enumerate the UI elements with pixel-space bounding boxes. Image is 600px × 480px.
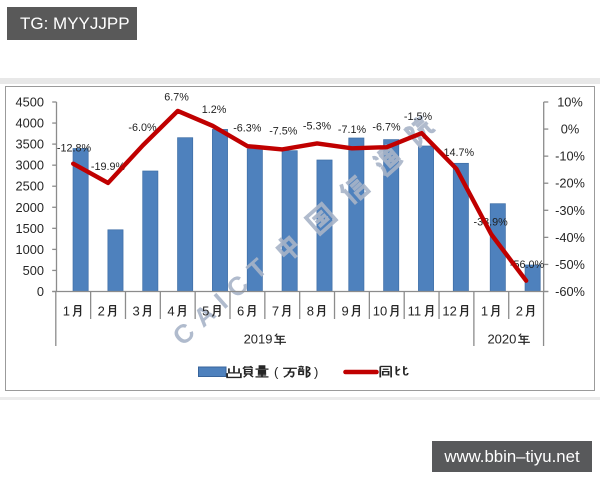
svg-text:0: 0 [37,284,44,299]
svg-text:-38.9%: -38.9% [473,216,508,228]
svg-text:): ) [314,364,318,379]
svg-text:0%: 0% [561,122,580,137]
svg-text:1.2%: 1.2% [202,104,227,116]
svg-text:-12.8%: -12.8% [57,142,92,154]
svg-text:12: 12 [442,304,456,319]
svg-text:6: 6 [237,304,244,319]
svg-text:10%: 10% [557,95,583,110]
svg-text:14.7%: 14.7% [443,147,474,159]
svg-text:3: 3 [132,304,139,319]
svg-text:-19.9%: -19.9% [91,161,126,173]
svg-text:8: 8 [307,304,314,319]
svg-text:-1.5%: -1.5% [404,111,433,123]
svg-text:-7.1%: -7.1% [338,124,367,136]
svg-text:4500: 4500 [16,95,44,110]
svg-text:2: 2 [98,304,105,319]
svg-text:1000: 1000 [16,242,44,257]
svg-text:-40%: -40% [555,230,585,245]
svg-text:-6.0%: -6.0% [128,122,157,134]
svg-text:2000: 2000 [16,200,44,215]
svg-text:4000: 4000 [16,116,44,131]
svg-text:4: 4 [167,304,174,319]
svg-text:-20%: -20% [555,176,585,191]
svg-text:(: ( [274,364,279,379]
svg-text:-5.3%: -5.3% [303,121,332,133]
svg-text:9: 9 [342,304,349,319]
svg-text:3500: 3500 [16,137,44,152]
svg-text:1500: 1500 [16,221,44,236]
svg-text:500: 500 [23,263,44,278]
svg-text:-6.3%: -6.3% [233,122,262,134]
svg-text:1: 1 [63,304,70,319]
svg-text:2019: 2019 [244,332,273,347]
svg-text:5: 5 [202,304,209,319]
svg-text:-6.7%: -6.7% [372,121,401,133]
svg-text:2020: 2020 [487,332,516,347]
svg-text:2: 2 [516,304,523,319]
svg-text:2500: 2500 [16,179,44,194]
svg-text:7: 7 [272,304,279,319]
svg-text:1: 1 [481,304,488,319]
svg-text:-7.5%: -7.5% [269,125,298,137]
svg-text:-50%: -50% [555,257,585,272]
svg-text:-10%: -10% [555,149,585,164]
svg-text:6.7%: 6.7% [164,91,189,103]
svg-text:-30%: -30% [555,203,585,218]
svg-text:3000: 3000 [16,158,44,173]
svg-text:10: 10 [373,304,387,319]
svg-text:-60%: -60% [555,284,585,299]
svg-text:11: 11 [408,304,422,319]
